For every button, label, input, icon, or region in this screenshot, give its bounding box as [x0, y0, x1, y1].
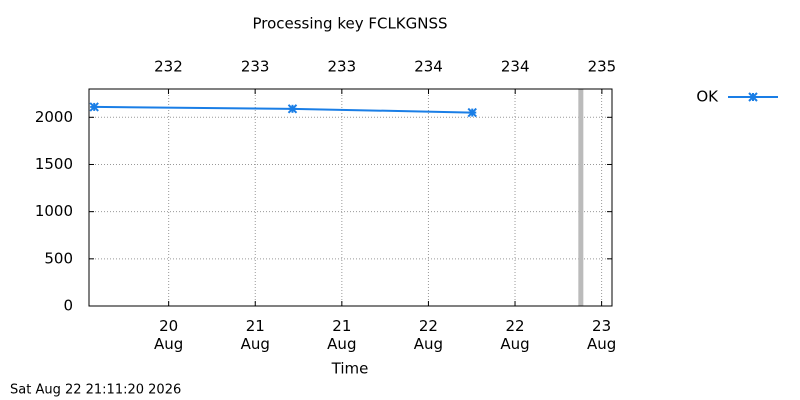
legend-marker	[748, 92, 758, 102]
y-tick-label: 1000	[35, 202, 73, 220]
data-point	[89, 102, 99, 112]
y-tick-label: 0	[63, 297, 73, 315]
x-tick-label: 20 Aug	[154, 317, 184, 353]
legend-label: OK	[696, 88, 719, 106]
x2-tick-label: 232	[154, 58, 183, 76]
x2-tick-label: 234	[501, 58, 530, 76]
footer-timestamp: Sat Aug 22 21:11:20 2026	[10, 383, 181, 398]
data-point	[287, 104, 298, 114]
y-tick-label: 500	[44, 249, 73, 267]
x2-tick-label: 233	[328, 58, 357, 76]
y-tick-label: 1500	[35, 155, 73, 173]
plot-border	[88, 88, 613, 307]
x2-tick-label: 234	[414, 58, 443, 76]
x2-tick-label: 235	[588, 58, 617, 76]
x2-tick-label: 233	[241, 58, 270, 76]
x-tick-label: 22 Aug	[413, 317, 444, 353]
x-tick-label: 22 Aug	[500, 317, 530, 353]
series-line	[94, 105, 473, 114]
y-tick-label: 2000	[35, 108, 73, 126]
x-tick-label: 21 Aug	[327, 317, 357, 353]
chart-title: Processing key FCLKGNSS	[252, 15, 447, 33]
x-tick-label: 23 Aug	[586, 317, 617, 353]
x-axis-label: Time	[331, 360, 369, 378]
x-tick-label: 21 Aug	[240, 317, 270, 353]
data-point	[467, 107, 477, 118]
